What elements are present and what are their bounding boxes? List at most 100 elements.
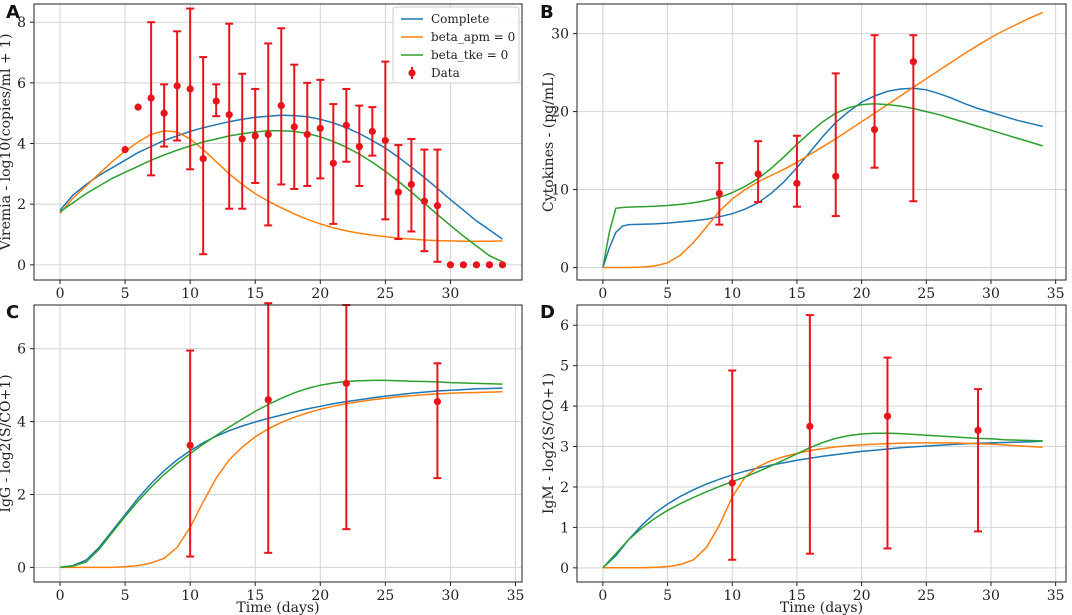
x-tick-label: 15 — [788, 588, 806, 604]
data-point — [381, 136, 389, 145]
y-axis-label: IgG - log2(S/CO+1) — [0, 374, 14, 512]
x-tick-label: 0 — [598, 286, 607, 302]
data-point — [459, 261, 468, 269]
x-tick-label: 0 — [56, 588, 65, 604]
y-tick-label: 8 — [17, 15, 26, 31]
x-tick-label: 10 — [723, 286, 741, 302]
x-tick-label: 35 — [1047, 588, 1065, 604]
x-tick-label: 25 — [376, 286, 394, 302]
x-tick-label: 35 — [1047, 286, 1065, 302]
x-tick-label: 30 — [982, 286, 1000, 302]
data-point — [433, 202, 442, 210]
y-tick-label: 4 — [17, 137, 26, 153]
data-point — [728, 479, 736, 487]
data-point — [173, 82, 181, 90]
data-point — [303, 130, 311, 139]
x-tick-label: 30 — [982, 588, 1000, 604]
data-point — [498, 261, 507, 269]
data-point — [121, 145, 129, 154]
data-point — [290, 123, 298, 131]
series-line-beta-apm-0 — [60, 390, 503, 569]
y-tick-label: 0 — [560, 561, 569, 577]
data-point — [446, 261, 455, 269]
legend-box — [392, 6, 520, 84]
y-tick-label: 0 — [560, 261, 569, 277]
y-tick-label: 2 — [17, 488, 26, 504]
x-tick-label: 15 — [246, 286, 264, 302]
x-tick-label: 0 — [598, 588, 607, 604]
series-line-beta-apm-0 — [602, 442, 1043, 569]
y-tick-label: 6 — [17, 76, 26, 92]
y-tick-label: 0 — [17, 560, 26, 576]
x-axis-label: Time (days) — [780, 600, 863, 615]
data-point — [264, 396, 272, 404]
x-tick-label: 15 — [788, 286, 806, 302]
data-point — [974, 426, 982, 434]
y-tick-label: 0 — [17, 258, 26, 274]
x-tick-label: 15 — [246, 588, 264, 604]
series-line-beta-tke-0 — [602, 103, 1043, 268]
series-line-complete — [59, 387, 503, 569]
panel-c: C 0 5 10 15 20 25 30 35 0 2 4 6 IgG - log2(S/CO+1) Tim… — [0, 302, 524, 615]
y-tick-label: 6 — [560, 318, 569, 334]
y-tick-label: 2 — [560, 480, 569, 496]
data-point — [329, 159, 337, 167]
panel-label: D — [540, 302, 555, 323]
x-tick-label: 25 — [376, 588, 394, 604]
y-tick-label: 5 — [560, 359, 569, 375]
series-line-beta-apm-0 — [602, 11, 1043, 269]
data-point — [342, 379, 350, 387]
legend: Complete beta_apm = 0 beta_tke = 0 Data — [392, 6, 520, 84]
data-point — [264, 130, 272, 139]
data-point — [277, 102, 285, 110]
x-tick-label: 10 — [181, 588, 199, 604]
x-tick-label: 5 — [121, 286, 130, 302]
data-point — [212, 97, 220, 105]
x-tick-label: 20 — [311, 588, 329, 604]
data-point — [485, 261, 494, 269]
y-tick-label: 4 — [17, 415, 26, 431]
x-tick-label: 10 — [181, 286, 199, 302]
data-point — [806, 422, 814, 430]
y-tick-label: 4 — [560, 399, 569, 415]
x-tick-label: 0 — [56, 286, 65, 302]
legend-label: beta_apm = 0 — [431, 30, 515, 44]
plot-frame — [576, 304, 1067, 583]
panel-label: C — [6, 302, 19, 323]
x-axis-label: Time (days) — [236, 600, 319, 615]
data-point — [870, 125, 879, 134]
y-tick-label: 20 — [551, 105, 569, 121]
data-point — [186, 85, 194, 93]
data-point — [715, 189, 723, 198]
y-tick-label: 10 — [551, 183, 569, 199]
legend-swatch-point — [408, 69, 416, 77]
data-point — [134, 103, 142, 111]
data-point — [160, 109, 168, 117]
y-axis-label: Viremia - log10(copies/ml + 1) — [0, 34, 14, 252]
data-point — [420, 197, 428, 205]
legend-label: Data — [431, 66, 460, 80]
x-tick-label: 10 — [723, 588, 741, 604]
x-tick-label: 30 — [442, 286, 460, 302]
data-point — [909, 58, 917, 66]
series-line-beta-apm-0 — [59, 130, 503, 242]
x-tick-label: 5 — [663, 286, 672, 302]
data-point — [316, 124, 324, 132]
legend-label: Complete — [431, 12, 489, 26]
panel-label: A — [6, 2, 20, 23]
y-tick-label: 1 — [560, 520, 569, 536]
series-line-complete — [602, 440, 1043, 569]
y-tick-label: 3 — [560, 440, 569, 456]
series-line-beta-tke-0 — [602, 432, 1043, 569]
panel-label: B — [540, 2, 554, 23]
x-tick-label: 25 — [917, 588, 935, 604]
x-tick-label: 20 — [311, 286, 329, 302]
panel-b: B 0 5 10 15 20 25 30 35 0 10 20 30 Cytokines - (pg/mL… — [540, 2, 1067, 302]
plot-frame — [576, 3, 1067, 281]
data-point — [199, 155, 207, 163]
x-tick-label: 30 — [442, 588, 460, 604]
data-point — [472, 261, 481, 269]
data-point — [342, 121, 350, 129]
